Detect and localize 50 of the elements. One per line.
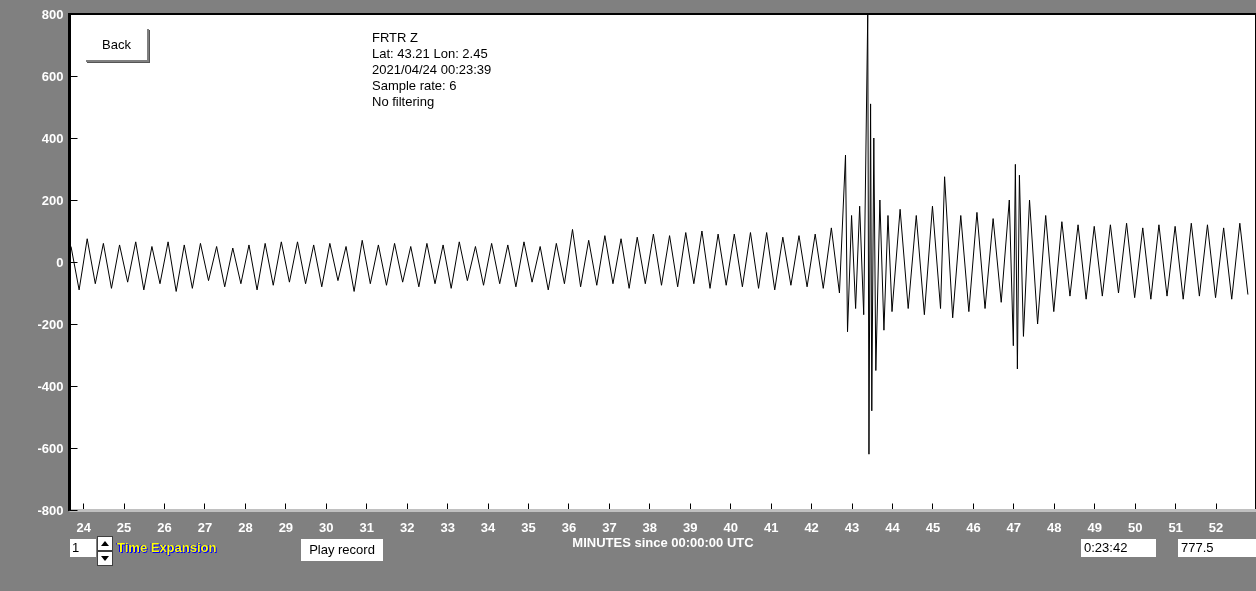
time-field: 0:23:42: [1081, 539, 1156, 557]
x-tick-label: 33: [440, 519, 455, 535]
info-text: No filtering: [372, 94, 435, 110]
y-tick-label: 600: [41, 68, 64, 84]
x-tick-label: 31: [359, 519, 374, 535]
y-tick-label: -400: [37, 378, 64, 394]
info-text: 2021/04/24 00:23:39: [372, 62, 492, 78]
info-text: FRTR Z: [372, 30, 418, 46]
y-tick-label: -600: [37, 440, 64, 456]
x-tick-label: 38: [642, 519, 658, 535]
y-tick-label: 200: [41, 192, 64, 208]
x-tick-label: 24: [76, 519, 92, 535]
x-tick-label: 32: [399, 519, 415, 535]
x-tick-label: 36: [561, 519, 577, 535]
x-tick-label: 35: [521, 519, 536, 535]
x-tick-label: 41: [763, 519, 779, 535]
x-tick-label: 30: [319, 519, 334, 535]
y-tick-label: -800: [37, 502, 64, 518]
play-button: Play record: [301, 539, 383, 561]
info-text: Sample rate: 6: [372, 78, 457, 94]
y-tick-label: -200: [37, 316, 64, 332]
x-tick-label: 28: [238, 519, 253, 535]
x-tick-label: 39: [683, 519, 698, 535]
x-tick-label: 26: [157, 519, 172, 535]
x-tick-label: 47: [1006, 519, 1022, 535]
x-tick-label: 51: [1168, 519, 1183, 535]
value-field: 777.5: [1178, 539, 1256, 557]
y-tick-label: 0: [56, 254, 64, 270]
x-axis-title: MINUTES since 00:00:00 UTC: [572, 534, 755, 550]
x-tick-label: 46: [966, 519, 981, 535]
x-tick-label: 52: [1208, 519, 1224, 535]
x-tick-label: 29: [278, 519, 294, 535]
x-tick-label: 44: [885, 519, 901, 535]
y-tick-label: 400: [41, 130, 64, 146]
x-tick-label: 45: [925, 519, 941, 535]
info-text: Lat: 43.21 Lon: 2.45: [372, 46, 488, 62]
back-button: Back: [86, 29, 149, 62]
x-tick-label: 50: [1127, 519, 1143, 535]
x-tick-label: 42: [804, 519, 819, 535]
x-tick-label: 43: [844, 519, 860, 535]
x-tick-label: 37: [602, 519, 617, 535]
x-tick-label: 27: [197, 519, 213, 535]
x-tick-label: 25: [116, 519, 132, 535]
x-tick-label: 34: [480, 519, 497, 535]
label-text: Time Expansion: [117, 540, 217, 556]
x-tick-label: 49: [1087, 519, 1102, 535]
x-tick-label: 40: [723, 519, 738, 535]
number-field: 1: [70, 539, 96, 557]
y-tick-label: 800: [41, 6, 64, 22]
x-tick-label: 48: [1047, 519, 1062, 535]
